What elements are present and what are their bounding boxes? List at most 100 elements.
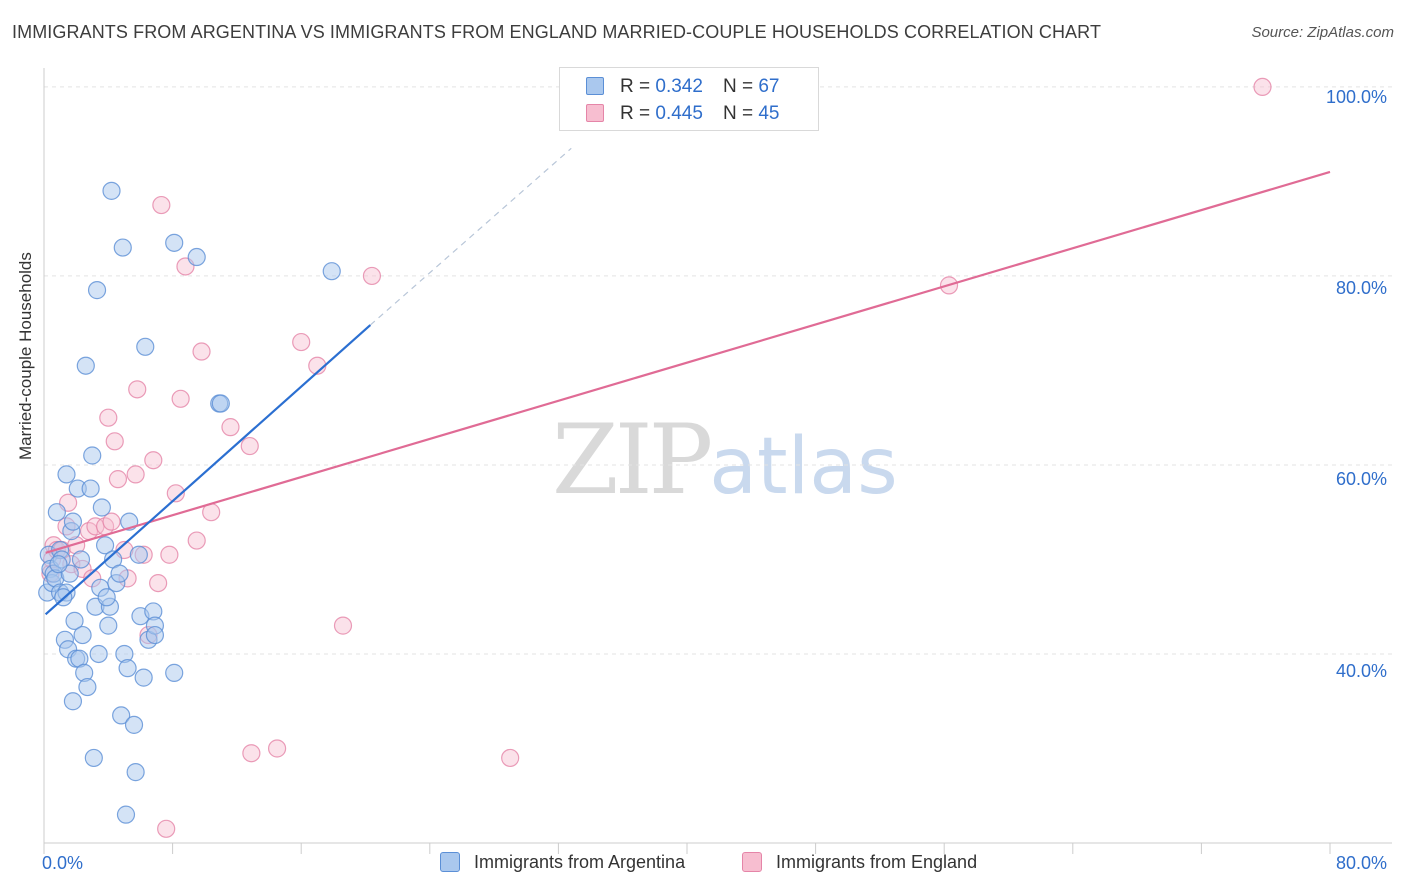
argentina-point (87, 281, 107, 300)
argentina-point (99, 616, 118, 635)
x-tick-label: 0.0% (42, 853, 84, 873)
argentina-point (116, 805, 136, 824)
argentina-point (134, 668, 153, 687)
n-value: 45 (758, 103, 780, 124)
argentina-point (124, 715, 144, 734)
argentina-point (165, 663, 184, 682)
axes (43, 68, 1392, 854)
argentina-point (84, 748, 103, 768)
england-point (102, 512, 121, 531)
n-label: N = (722, 103, 754, 124)
n-label: N = (722, 76, 754, 97)
y-tick-label: 100.0% (1326, 87, 1388, 107)
england-swatch (586, 104, 604, 122)
argentina-point (113, 238, 132, 257)
england-point (221, 418, 240, 437)
england-point (501, 748, 520, 768)
r-value: 0.342 (655, 76, 703, 97)
n-value: 67 (758, 76, 780, 97)
argentina-point (322, 262, 341, 281)
england-point (160, 545, 179, 564)
argentina-point (102, 181, 121, 200)
r-label: R = (620, 103, 651, 124)
england-point (333, 616, 353, 635)
england-point (152, 195, 171, 215)
england-point (144, 451, 163, 470)
argentina-points (38, 181, 341, 824)
legend-item-argentina[interactable]: Immigrants from Argentina (440, 852, 685, 876)
argentina-trend-line (44, 324, 372, 616)
england-point (192, 342, 211, 361)
england-point (187, 531, 206, 550)
legend-label: Immigrants from England (776, 852, 978, 872)
argentina-point (145, 625, 165, 645)
england-point (240, 436, 259, 456)
england-point (292, 332, 311, 352)
y-tick-label: 80.0% (1336, 278, 1388, 298)
argentina-point (63, 512, 83, 531)
y-tick-label: 60.0% (1336, 469, 1388, 489)
argentina-point (95, 536, 115, 555)
x-tick-label: 80.0% (1336, 853, 1388, 873)
argentina-point (136, 337, 155, 356)
r-label: R = (620, 76, 651, 97)
argentina-point (83, 446, 102, 465)
argentina-swatch (586, 77, 604, 95)
r-value: 0.445 (655, 103, 703, 124)
chart-title: IMMIGRANTS FROM ARGENTINA VS IMMIGRANTS … (12, 22, 1102, 42)
england-trend-line (45, 170, 1331, 554)
argentina-point (126, 763, 145, 782)
argentina-point (76, 356, 95, 375)
argentina-point (110, 564, 129, 583)
argentina-point (71, 550, 91, 569)
england-legend-swatch (742, 852, 762, 872)
england-point (149, 573, 168, 593)
england-point (99, 408, 118, 427)
argentina-point (97, 588, 116, 607)
argentina-legend-swatch (440, 852, 460, 872)
grid-lines (44, 86, 1392, 655)
england-point (166, 484, 185, 503)
argentina-point (165, 233, 184, 252)
watermark: ZIPatlas (552, 404, 898, 516)
argentina-point (57, 465, 76, 484)
england-point (108, 470, 128, 489)
england-points (41, 77, 1272, 838)
trend-extension (369, 147, 572, 326)
england-point (128, 380, 147, 399)
argentina-point (187, 247, 206, 267)
watermark-atlas: atlas (709, 422, 898, 512)
england-point (242, 744, 261, 763)
argentina-point (92, 498, 111, 517)
argentina-point (78, 677, 97, 697)
legend-row-england: R = 0.445 N = 45 (586, 103, 779, 125)
legend-item-england[interactable]: Immigrants from England (742, 852, 977, 876)
argentina-point (118, 659, 137, 678)
y-tick-label: 40.0% (1336, 661, 1388, 681)
argentina-point (211, 394, 230, 413)
argentina-point (89, 644, 108, 664)
y-axis-label: Married-couple Households (16, 252, 35, 460)
england-point (171, 389, 190, 408)
argentina-point (73, 625, 92, 645)
england-point (1253, 77, 1272, 97)
stats-legend: R = 0.342 N = 67 R = 0.445 N = 45 (559, 67, 819, 131)
legend-label: Immigrants from Argentina (474, 852, 686, 872)
argentina-point (49, 555, 68, 574)
argentina-point (129, 545, 148, 564)
england-point (267, 739, 287, 758)
england-point (126, 465, 145, 484)
legend-row-argentina: R = 0.342 N = 67 (586, 76, 779, 98)
england-point (105, 432, 124, 451)
argentina-point (81, 479, 100, 498)
watermark-zip: ZIP (552, 404, 713, 516)
source-credit: Source: ZipAtlas.com (1251, 24, 1394, 41)
argentina-point (112, 706, 131, 725)
trend-lines (44, 170, 1331, 616)
england-point (157, 819, 176, 838)
argentina-point (63, 692, 83, 711)
argentina-point (47, 503, 66, 522)
argentina-trend-extension (369, 147, 572, 326)
argentina-point (65, 611, 84, 630)
